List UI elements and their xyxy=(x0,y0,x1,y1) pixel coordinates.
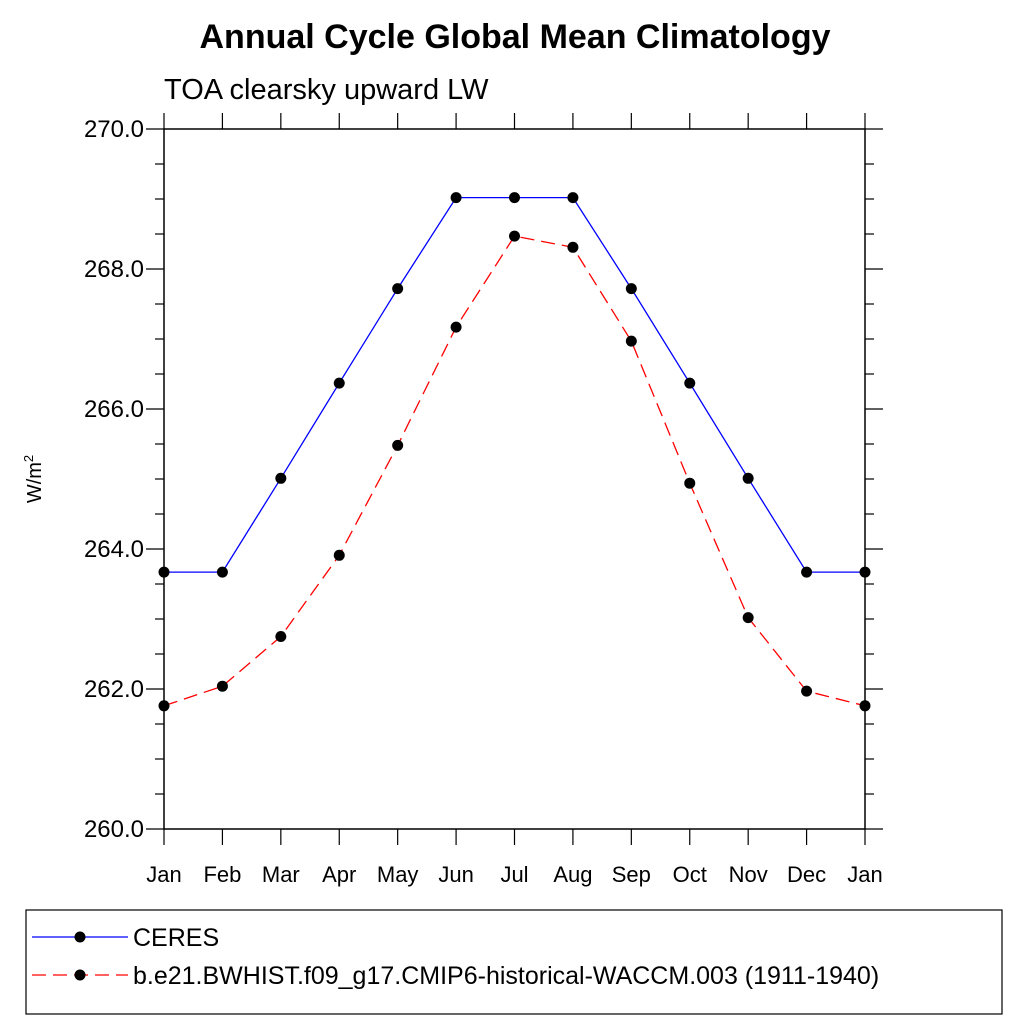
series-2-point xyxy=(742,612,754,624)
legend-label-2: b.e21.BWHIST.f09_g17.CMIP6-historical-WA… xyxy=(133,962,879,990)
series-1-point xyxy=(333,377,345,389)
x-tick-label: Oct xyxy=(673,862,707,887)
y-axis-label-superscript: 2 xyxy=(21,455,36,462)
series-line-1 xyxy=(164,196,865,573)
x-tick-label: Jan xyxy=(847,862,882,887)
series-1-point xyxy=(275,472,287,484)
y-axis-label-base: W/m xyxy=(24,462,46,503)
x-tick-label: Dec xyxy=(787,862,826,887)
y-tick-label: 262.0 xyxy=(84,676,144,703)
legend-label-1: CERES xyxy=(133,924,219,952)
legend-box xyxy=(25,909,1003,1015)
y-tick-label: 268.0 xyxy=(84,256,144,283)
x-tick-label: Feb xyxy=(203,862,241,887)
chart-title: Annual Cycle Global Mean Climatology xyxy=(200,18,831,56)
series-2-point xyxy=(450,321,462,333)
y-tick-label: 266.0 xyxy=(84,396,144,423)
series-1-point xyxy=(684,377,696,389)
series-1-point xyxy=(567,192,579,204)
series-2-point xyxy=(275,631,287,642)
series-2-point xyxy=(567,241,579,253)
series-1-point xyxy=(450,192,462,204)
series-1-point xyxy=(742,472,754,484)
series-1-point xyxy=(216,566,228,578)
x-tick-label: Apr xyxy=(322,862,356,887)
x-tick-label: Sep xyxy=(612,862,651,887)
series-1-point xyxy=(625,283,637,295)
x-tick-label: Nov xyxy=(729,862,768,887)
series-2-point xyxy=(216,680,228,692)
legend-marker-1 xyxy=(74,931,86,943)
x-tick-label: Jan xyxy=(146,862,181,887)
series-2-point xyxy=(684,477,696,489)
chart-subtitle: TOA clearsky upward LW xyxy=(164,74,489,106)
series-2-point xyxy=(392,439,404,451)
series-2-point xyxy=(158,700,170,712)
legend: CERES b.e21.BWHIST.f09_g17.CMIP6-historic… xyxy=(25,909,1003,1015)
series-2-point xyxy=(333,549,345,561)
series-1-point xyxy=(509,192,520,204)
series-2-point xyxy=(801,685,813,697)
series-2-point xyxy=(859,700,871,712)
series-1-point xyxy=(392,283,404,295)
x-tick-label: Aug xyxy=(553,862,592,887)
x-tick-label: Jun xyxy=(438,862,473,887)
series-line-2 xyxy=(163,235,866,707)
series-2-point xyxy=(625,335,637,347)
series-1-point xyxy=(801,566,813,578)
y-tick-label: 260.0 xyxy=(84,816,144,843)
series-2-point xyxy=(509,230,520,242)
y-axis-label: W/m2 xyxy=(21,455,46,503)
series-1-point xyxy=(859,566,871,578)
legend-marker-2 xyxy=(74,969,86,981)
x-tick-label: Mar xyxy=(262,862,300,887)
y-tick-label: 264.0 xyxy=(84,536,144,563)
x-tick-label: May xyxy=(377,862,419,887)
x-tick-label: Jul xyxy=(500,862,528,887)
series-1-point xyxy=(158,566,170,578)
y-tick-label: 270.0 xyxy=(84,116,144,143)
